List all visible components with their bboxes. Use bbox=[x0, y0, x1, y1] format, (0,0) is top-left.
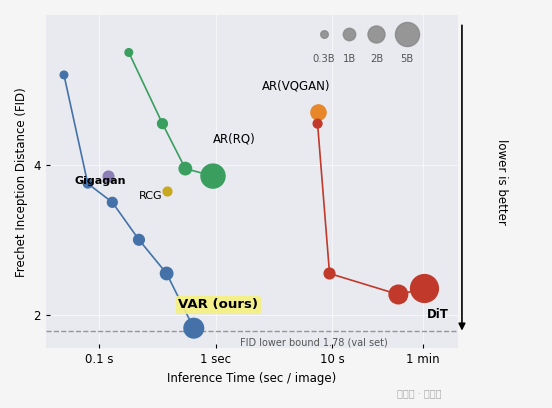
Point bbox=[60, 72, 68, 78]
Text: AR(VQGAN): AR(VQGAN) bbox=[262, 80, 331, 93]
Text: 5B: 5B bbox=[401, 54, 414, 64]
Point bbox=[135, 237, 144, 243]
Point bbox=[189, 325, 198, 331]
Point bbox=[108, 199, 116, 206]
Text: 2B: 2B bbox=[370, 54, 383, 64]
Text: DiT: DiT bbox=[427, 308, 449, 321]
Text: Gigagan: Gigagan bbox=[75, 176, 126, 186]
Text: 0.3B: 0.3B bbox=[312, 54, 335, 64]
Point bbox=[403, 31, 412, 37]
Point bbox=[320, 31, 328, 37]
Point bbox=[313, 120, 322, 127]
Point bbox=[209, 173, 217, 180]
Text: 1B: 1B bbox=[343, 54, 356, 64]
Text: 公众号 · 量子位: 公众号 · 量子位 bbox=[397, 388, 442, 398]
Text: VAR (ours): VAR (ours) bbox=[178, 299, 258, 311]
X-axis label: Inference Time (sec / image): Inference Time (sec / image) bbox=[167, 372, 337, 385]
Point bbox=[162, 188, 171, 194]
Point bbox=[181, 165, 190, 172]
Text: lower is better: lower is better bbox=[495, 139, 508, 225]
Text: FID lower bound 1.78 (val set): FID lower bound 1.78 (val set) bbox=[240, 337, 388, 347]
Point bbox=[345, 31, 354, 37]
Point bbox=[420, 285, 429, 292]
Point bbox=[325, 270, 334, 277]
Point bbox=[83, 180, 92, 187]
Text: RCG: RCG bbox=[139, 191, 163, 201]
Point bbox=[104, 173, 113, 180]
Point bbox=[158, 120, 167, 127]
Point bbox=[313, 109, 322, 116]
Text: AR(RQ): AR(RQ) bbox=[213, 132, 256, 145]
Point bbox=[124, 49, 133, 56]
Point bbox=[394, 291, 403, 298]
Y-axis label: Frechet Inception Distance (FID): Frechet Inception Distance (FID) bbox=[15, 87, 28, 277]
Point bbox=[162, 270, 171, 277]
Point bbox=[372, 31, 381, 37]
